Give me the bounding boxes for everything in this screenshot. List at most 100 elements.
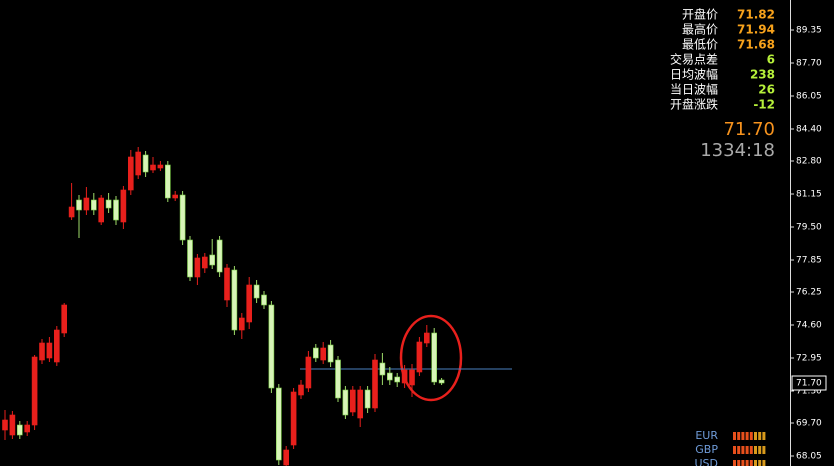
info-value: 71.68 — [737, 38, 775, 52]
strength-cell — [749, 446, 753, 454]
current-price-label: 71.70 — [796, 379, 822, 389]
candle-body — [39, 342, 45, 361]
candle-body — [253, 284, 260, 299]
y-tick-label: 79.50 — [796, 223, 822, 233]
strength-cell — [733, 460, 736, 466]
y-tick-label: 77.85 — [796, 256, 822, 266]
strength-cell — [737, 446, 741, 454]
strength-cell — [733, 432, 736, 440]
strength-cell — [758, 432, 762, 440]
candle-body — [24, 424, 31, 433]
candle-body — [46, 342, 53, 359]
candle-body — [409, 369, 415, 386]
highlight-circle — [399, 314, 463, 402]
candle-body — [312, 347, 319, 359]
y-tick-label: 68.05 — [796, 452, 822, 462]
candle-body — [53, 329, 60, 363]
info-label: 日均波幅 — [670, 67, 718, 82]
candle-body — [349, 389, 356, 413]
candle-body — [120, 189, 127, 223]
candle-body — [157, 164, 164, 169]
bid-price: 71.70 — [723, 119, 775, 140]
candle-body — [194, 257, 201, 278]
candle-body — [290, 391, 297, 446]
candle-body — [76, 199, 82, 211]
strength-cell — [741, 432, 745, 440]
strength-cell — [745, 432, 749, 440]
candle-body — [394, 376, 401, 383]
candle-body — [202, 256, 208, 269]
candle-body — [275, 387, 282, 461]
strength-cell — [737, 460, 741, 466]
candle-body — [165, 164, 171, 199]
candle-body — [2, 419, 8, 431]
candle-body — [364, 389, 371, 409]
server-time: 1334:18 — [700, 140, 775, 161]
candle-body — [298, 384, 304, 396]
candle-body — [9, 414, 16, 436]
info-label: 交易点差 — [670, 52, 718, 67]
strength-cell — [758, 446, 762, 454]
candle-body — [268, 304, 275, 389]
info-label: 开盘涨跌 — [670, 97, 718, 112]
info-value: 238 — [750, 68, 775, 82]
info-value: 71.82 — [737, 8, 775, 22]
strength-cell — [737, 432, 741, 440]
candle-body — [283, 449, 290, 466]
info-label: 最高价 — [682, 22, 718, 37]
candle-body — [438, 379, 445, 384]
candle-body — [239, 317, 245, 331]
info-label: 当日波幅 — [670, 82, 718, 97]
strength-cell — [754, 460, 757, 466]
candle-body — [150, 164, 156, 171]
candle-body — [209, 254, 215, 266]
candle-body — [179, 194, 186, 241]
candle-body — [216, 239, 223, 273]
info-value: 6 — [767, 53, 775, 67]
candle-body — [224, 267, 230, 301]
candle-body — [379, 362, 386, 376]
info-label: 开盘价 — [682, 7, 718, 22]
strength-cell — [749, 460, 753, 466]
candle-body — [31, 356, 38, 426]
candle-body — [261, 294, 267, 306]
strength-cell — [733, 446, 736, 454]
candle-body — [246, 284, 252, 323]
info-value: -12 — [753, 98, 775, 112]
y-tick-label: 72.95 — [796, 354, 822, 364]
candle-body — [327, 344, 334, 363]
currency-label: EUR — [695, 429, 718, 442]
strength-cell — [754, 446, 757, 454]
currency-label: USD — [694, 457, 718, 466]
info-value: 71.94 — [737, 23, 775, 37]
strength-cell — [762, 432, 766, 440]
y-tick-label: 82.80 — [796, 157, 822, 167]
y-tick-label: 87.70 — [796, 59, 822, 69]
candle-body — [416, 341, 423, 373]
y-tick-label: 74.60 — [796, 321, 822, 331]
candle-body — [423, 332, 430, 344]
candle-body — [98, 197, 104, 223]
strength-cell — [741, 460, 745, 466]
strength-cell — [741, 446, 745, 454]
strength-cell — [762, 460, 766, 466]
currency-label: GBP — [695, 443, 718, 456]
candle-body — [320, 347, 327, 361]
strength-cell — [745, 460, 749, 466]
candle-body — [113, 199, 119, 221]
y-tick-label: 86.05 — [796, 92, 822, 102]
candle-body — [142, 154, 149, 173]
candle-body — [61, 304, 68, 334]
info-label: 最低价 — [682, 38, 718, 52]
y-tick-label: 71.30 — [796, 387, 822, 397]
info-value: 26 — [758, 83, 775, 97]
candle-body — [172, 194, 178, 199]
y-tick-label: 84.40 — [796, 125, 822, 135]
candle-body — [135, 151, 141, 176]
candle-body — [386, 372, 393, 381]
candle-body — [105, 199, 112, 209]
candle-body — [431, 332, 438, 383]
y-tick-label: 89.35 — [796, 26, 822, 36]
